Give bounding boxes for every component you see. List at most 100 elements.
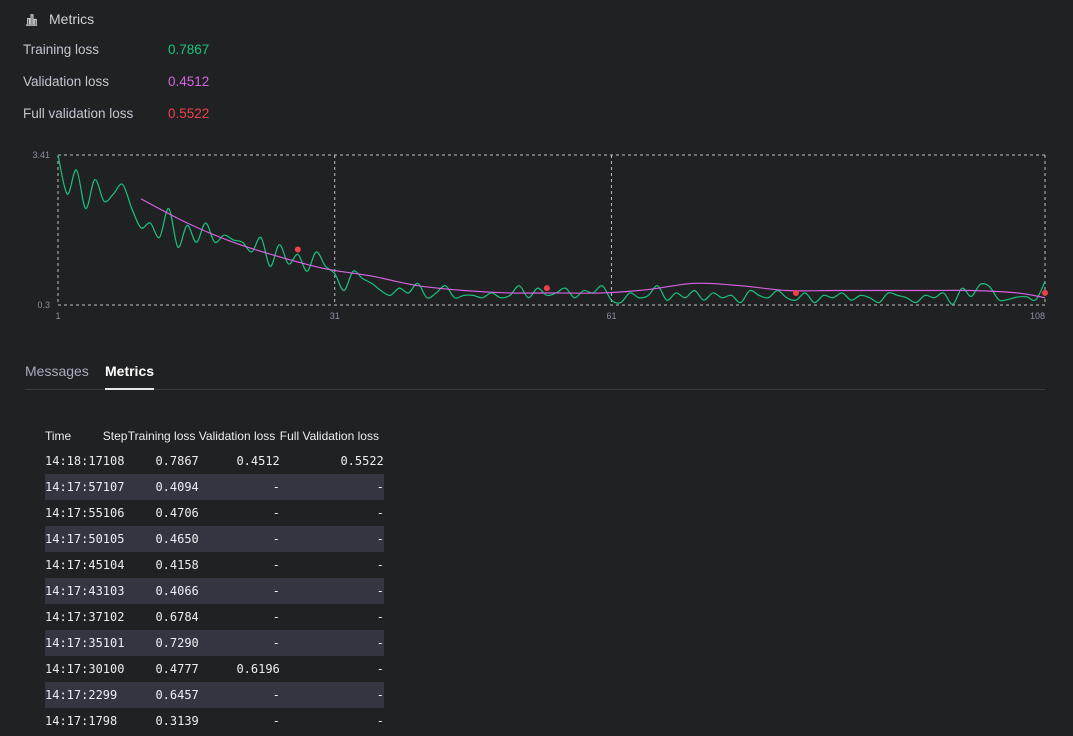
cell-validation-loss: -	[198, 630, 280, 656]
cell-time: 14:17:57	[45, 474, 103, 500]
cell-step: 105	[102, 526, 128, 552]
table-row: 14:17:17 98 0.3139 - -	[45, 708, 384, 734]
summary-validation: Validation loss 0.4512	[23, 74, 209, 106]
cell-step: 103	[102, 578, 128, 604]
cell-step: 99	[102, 682, 128, 708]
cell-validation-loss: -	[272, 610, 280, 624]
loss-chart: 1 31 61 108 3.41 0.3	[32, 150, 1048, 321]
column-header: Validation loss	[198, 429, 276, 443]
cell-time: 14:18:17	[45, 454, 103, 468]
table-row: 14:17:57 107 0.4094- -	[45, 474, 384, 500]
x-tick-label: 108	[1030, 311, 1045, 321]
cell-full-validation-loss: -	[279, 526, 384, 552]
table-row: 14:17:45 104 0.4158 - -	[45, 552, 384, 578]
cell-training-loss: 0.4777	[155, 662, 199, 676]
table-row: 14:17:55 106 0.4706 - -	[45, 500, 384, 526]
cell-time: 14:17:50	[45, 526, 103, 552]
summary-label: Training loss	[23, 42, 100, 57]
cell-full-validation-loss: -	[279, 630, 384, 656]
cell-full-validation-loss: -	[376, 662, 384, 676]
cell-full-validation-loss: -	[376, 714, 384, 728]
tab-messages[interactable]: Messages	[25, 363, 89, 379]
cell-full-validation-loss: -	[279, 474, 384, 500]
cell-training-loss: 0.7290	[127, 630, 199, 656]
cell-training-loss: 0.4706	[155, 506, 199, 520]
table-row: 14:18:17 108 0.7867 0.4512 0.5522	[45, 448, 384, 474]
cell-training-loss: 0.4094	[127, 474, 199, 500]
x-tick-label: 31	[330, 311, 340, 321]
cell-step: 102	[102, 610, 125, 624]
metrics-summary: Training loss 0.7867 Validation loss 0.4…	[23, 42, 209, 138]
cell-validation-loss: -	[198, 682, 280, 708]
x-tick-label: 1	[55, 311, 60, 321]
full-validation-point	[294, 246, 301, 253]
cell-validation-loss: -	[272, 558, 280, 572]
metrics-header: Metrics	[24, 11, 94, 27]
cell-time: 14:17:43	[45, 578, 103, 604]
cell-training-loss: 0.6457	[127, 682, 199, 708]
summary-label: Full validation loss	[23, 106, 134, 121]
table-row: 14:17:35 101 0.7290- -	[45, 630, 384, 656]
cell-step: 108	[102, 454, 125, 468]
cell-step: 104	[102, 558, 125, 572]
table-body: 14:18:17 108 0.7867 0.4512 0.5522 14:17:57 107…	[45, 448, 384, 734]
cell-step: 106	[102, 506, 125, 520]
summary-training: Training loss 0.7867	[23, 42, 209, 74]
cell-full-validation-loss: -	[376, 506, 384, 520]
cell-validation-loss: -	[198, 578, 280, 604]
cell-validation-loss: 0.6196	[236, 662, 280, 676]
cell-training-loss: 0.7867	[155, 454, 199, 468]
cell-full-validation-loss: -	[376, 558, 384, 572]
y-tick-label: 3.41	[32, 150, 50, 160]
cell-validation-loss: -	[198, 526, 280, 552]
cell-validation-loss: 0.4512	[236, 454, 280, 468]
summary-value: 0.4512	[168, 74, 210, 89]
cell-full-validation-loss: -	[279, 578, 384, 604]
table-header-row: Time Step Training loss Validation loss …	[45, 424, 384, 448]
cell-time: 14:17:17	[45, 714, 103, 728]
full-validation-point	[543, 285, 550, 292]
tab-metrics[interactable]: Metrics	[105, 363, 155, 379]
column-header: Training loss	[127, 429, 196, 443]
active-tab-indicator	[105, 388, 154, 390]
cell-step: 98	[102, 714, 118, 728]
tab-bar: Messages Metrics	[25, 360, 1045, 390]
cell-step: 107	[102, 474, 128, 500]
column-header: Full Validation loss	[279, 429, 379, 443]
cell-full-validation-loss: -	[376, 610, 384, 624]
y-tick-label: 0.3	[37, 300, 50, 310]
summary-value: 0.5522	[168, 106, 210, 121]
column-header: Step	[102, 429, 128, 443]
training-loss-line	[57, 154, 1046, 305]
bar-chart-icon	[25, 13, 38, 26]
full-validation-point	[792, 289, 799, 296]
cell-training-loss: 0.4650	[127, 526, 199, 552]
cell-step: 100	[102, 662, 125, 676]
cell-training-loss: 0.3139	[155, 714, 199, 728]
summary-full-validation: Full validation loss 0.5522	[23, 106, 209, 138]
summary-value: 0.7867	[168, 42, 210, 57]
cell-full-validation-loss: -	[279, 682, 384, 708]
cell-validation-loss: -	[272, 714, 280, 728]
full-validation-point	[1042, 289, 1048, 296]
cell-time: 14:17:55	[45, 506, 103, 520]
table-row: 14:17:50 105 0.4650- -	[45, 526, 384, 552]
cell-training-loss: 0.4158	[155, 558, 199, 572]
cell-step: 101	[102, 630, 128, 656]
x-tick-label: 61	[606, 311, 616, 321]
table-row: 14:17:37 102 0.6784 - -	[45, 604, 384, 630]
cell-time: 14:17:37	[45, 610, 103, 624]
cell-validation-loss: -	[272, 506, 280, 520]
summary-label: Validation loss	[23, 74, 110, 89]
column-header: Time	[45, 429, 72, 443]
cell-time: 14:17:35	[45, 630, 103, 656]
cell-time: 14:17:45	[45, 558, 103, 572]
cell-time: 14:17:22	[45, 682, 103, 708]
cell-time: 14:17:30	[45, 662, 103, 676]
metrics-table: Time Step Training loss Validation loss …	[45, 424, 384, 734]
page-title: Metrics	[49, 11, 95, 27]
validation-loss-line	[140, 198, 1046, 299]
cell-full-validation-loss: 0.5522	[340, 454, 384, 468]
table-row: 14:17:30 100 0.4777 0.6196 -	[45, 656, 384, 682]
cell-training-loss: 0.6784	[155, 610, 199, 624]
